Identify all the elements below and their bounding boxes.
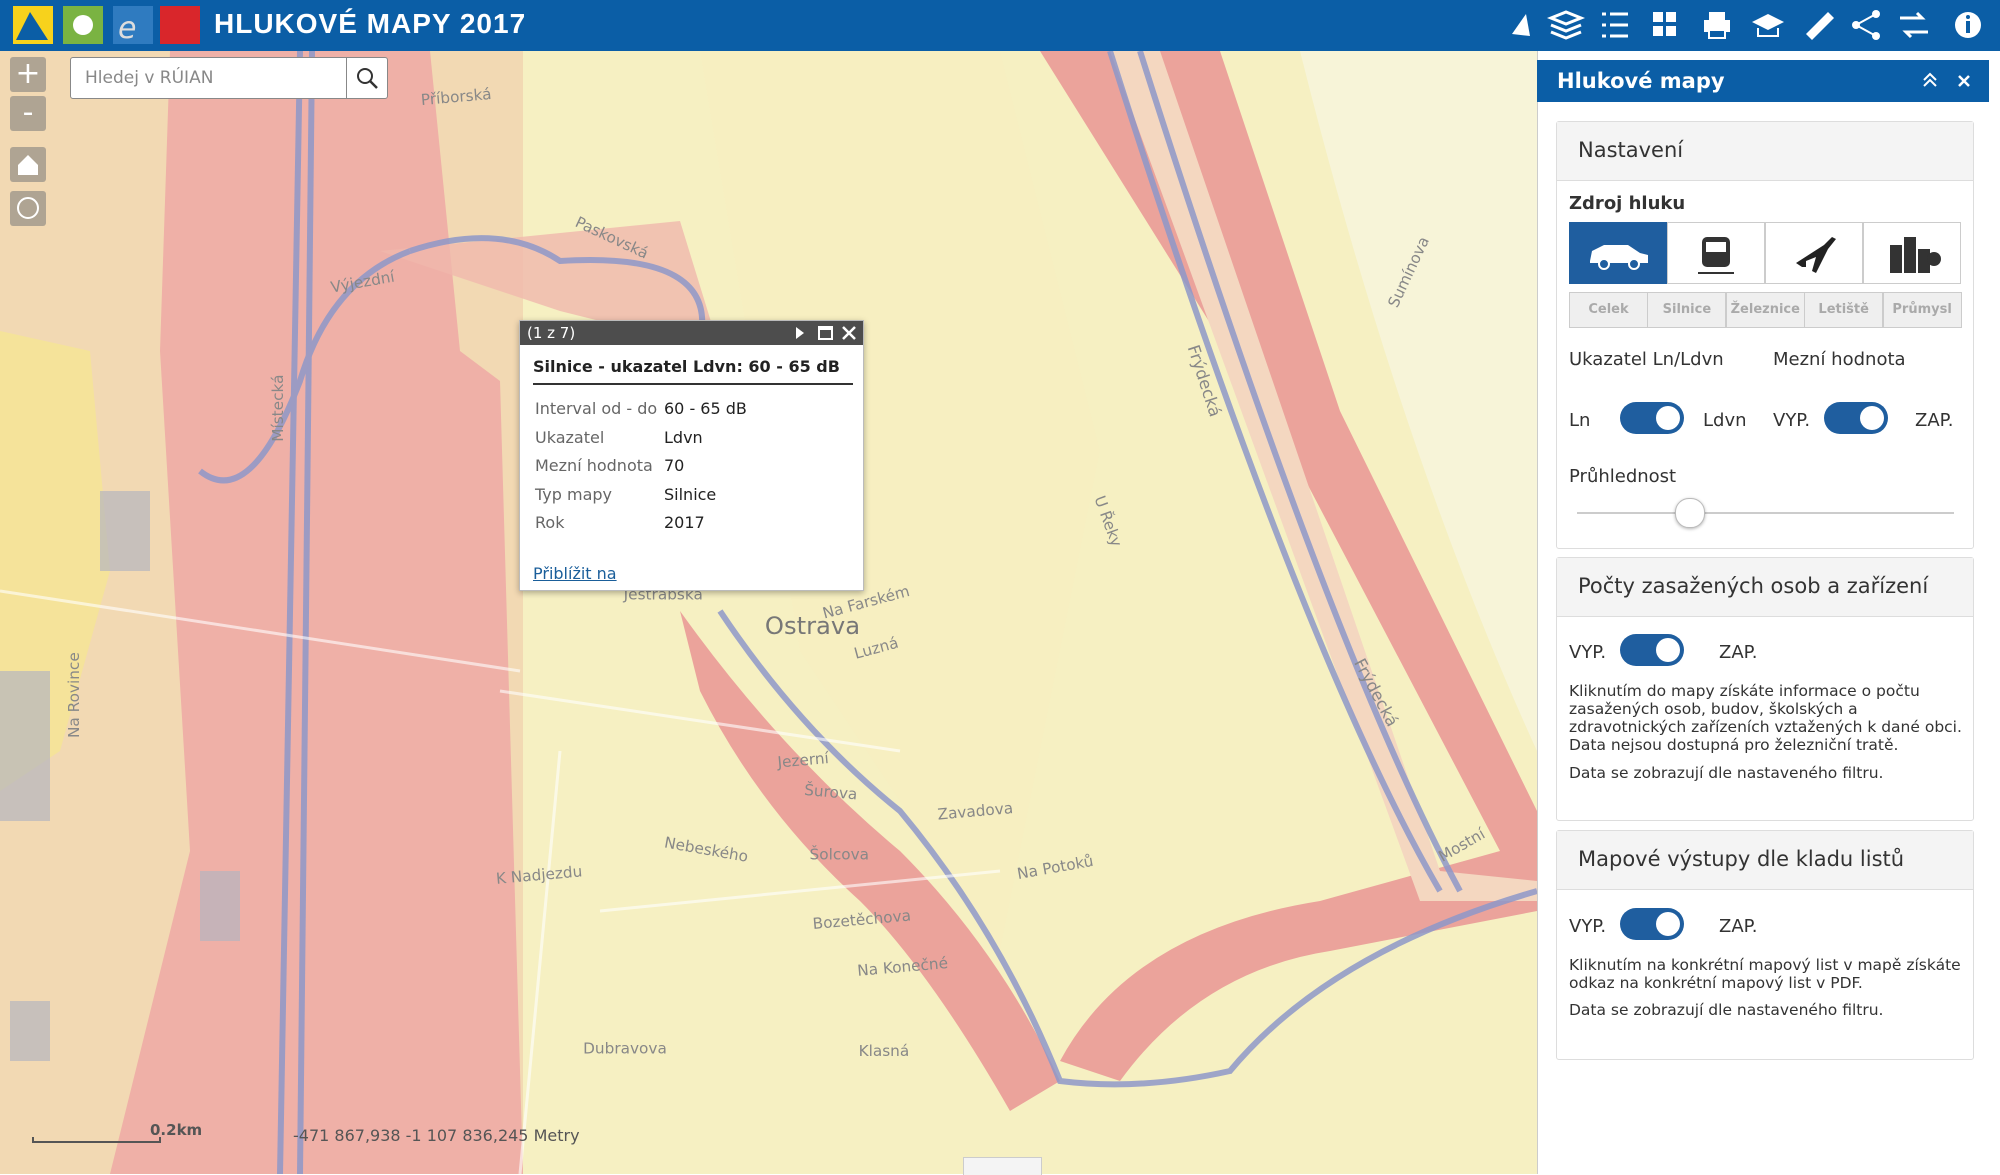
zoom-in[interactable]: +	[10, 57, 46, 92]
source-tab[interactable]: Letiště	[1804, 292, 1884, 328]
section-header: Mapové výstupy dle kladu listů	[1557, 831, 1973, 890]
source-tab[interactable]: Silnice	[1647, 292, 1727, 328]
row-label: Rok	[535, 513, 565, 532]
scale-bar	[32, 1137, 161, 1143]
popup-title: Silnice - ukazatel Ldvn: 60 - 65 dB	[533, 357, 840, 376]
zoom-link[interactable]: Přiblížit na	[533, 564, 617, 583]
bottom-toggle[interactable]	[963, 1157, 1042, 1175]
search-placeholder: Hledej v RÚIAN	[85, 68, 214, 88]
row-value: Silnice	[664, 484, 717, 504]
panel-title: Hlukové mapy	[1557, 69, 1725, 93]
threshold-toggle[interactable]	[1824, 402, 1888, 434]
row-value: Ldvn	[664, 427, 703, 447]
map-label: Ostrava	[765, 612, 860, 640]
affected-text: Kliknutím do mapy získáte informace o po…	[1569, 682, 1962, 754]
source-industry[interactable]	[1863, 222, 1961, 284]
section-title: Počty zasažených osob a zařízení	[1578, 574, 1929, 598]
row-value: 70	[664, 456, 685, 475]
row-value: 60 - 65 dB	[664, 399, 747, 418]
sheets-note: Data se zobrazují dle nastaveného filtru…	[1569, 1001, 1884, 1019]
map-label: Dubravova	[583, 1040, 667, 1058]
section-header: Nastavení	[1557, 122, 1973, 181]
panel-controls[interactable]	[1919, 68, 1989, 94]
sheets-text: Kliknutím na konkrétní mapový list v map…	[1569, 956, 1961, 992]
map-label: Šolcova	[810, 845, 870, 864]
popup-controls[interactable]	[790, 321, 863, 345]
section-title: Nastavení	[1578, 138, 1684, 162]
row-label: Mezní hodnota	[535, 456, 653, 475]
off-label: VYP.	[1569, 916, 1607, 937]
threshold-label: Mezní hodnota	[1773, 349, 1906, 370]
popup-counter: (1 z 7)	[527, 324, 576, 342]
map-label: Jezerní	[776, 749, 830, 772]
home-button[interactable]	[10, 147, 46, 182]
affected-toggle[interactable]	[1620, 634, 1684, 666]
svg-text:e: e	[118, 11, 136, 46]
off-label: VYP.	[1569, 642, 1607, 663]
source-tab[interactable]: Celek	[1569, 292, 1648, 328]
popup-bar: (1 z 7)	[520, 321, 863, 345]
row-label: Interval od - do	[535, 399, 658, 418]
affected-section: Počty zasažených osob a zařízení	[1556, 557, 1974, 821]
source-airport[interactable]	[1765, 222, 1863, 284]
map-label: Klasná	[859, 1042, 910, 1060]
on-label: ZAP.	[1719, 642, 1758, 663]
ln-label: Ln	[1569, 410, 1591, 431]
row-label: Typ mapy	[535, 484, 613, 504]
on-label: ZAP.	[1915, 410, 1954, 431]
popup: (1 z 7) Silnice - ukazatel Ldvn: 60 - 65…	[519, 320, 864, 591]
slider-thumb[interactable]	[1675, 498, 1705, 528]
zoom-out[interactable]: -	[10, 96, 46, 131]
section-title: Mapové výstupy dle kladu listů	[1578, 847, 1905, 871]
logos: e	[13, 6, 200, 46]
map-label: Šurova	[804, 780, 859, 804]
map-label: Místecká	[269, 375, 287, 442]
row-label: Ukazatel	[535, 427, 605, 447]
source-tab[interactable]: Železnice	[1725, 292, 1805, 328]
header: e HLUKOVÉ MAPY 2017	[0, 0, 2000, 51]
source-tab[interactable]: Průmysl	[1882, 292, 1962, 328]
off-label: VYP.	[1773, 410, 1811, 431]
on-label: ZAP.	[1719, 916, 1758, 937]
indicator-label: Ukazatel Ln/Ldvn	[1569, 349, 1724, 370]
settings-section: Nastavení	[1556, 121, 1974, 549]
search-input[interactable]: Hledej v RÚIAN	[70, 57, 348, 99]
indicator-toggle[interactable]	[1620, 402, 1684, 434]
locate-button[interactable]	[10, 191, 46, 226]
search-button[interactable]	[346, 57, 388, 99]
row-value: 2017	[664, 513, 705, 532]
map-label: Na Rovince	[65, 652, 83, 738]
divider	[533, 383, 853, 385]
transparency-label: Průhlednost	[1569, 466, 1677, 487]
ldvn-label: Ldvn	[1703, 410, 1747, 431]
panel-header: Hlukové mapy	[1537, 60, 1989, 102]
source-car[interactable]	[1569, 222, 1667, 284]
app-title: HLUKOVÉ MAPY 2017	[214, 8, 527, 39]
slider-track[interactable]	[1577, 512, 1954, 514]
coordinates: -471 867,938 -1 107 836,245 Metry	[293, 1126, 580, 1145]
scale-label: 0.2km	[150, 1121, 203, 1139]
source-label: Zdroj hluku	[1569, 193, 1686, 214]
source-train[interactable]	[1667, 222, 1765, 284]
map[interactable]: OstravaFrýdeckáFrýdeckáMísteckáPaskovská…	[0, 51, 1537, 1174]
section-header: Počty zasažených osob a zařízení	[1557, 558, 1973, 617]
sheets-toggle[interactable]	[1620, 908, 1684, 940]
sheets-section: Mapové výstupy dle kladu listů	[1556, 830, 1974, 1060]
affected-note: Data se zobrazují dle nastaveného filtru…	[1569, 764, 1884, 782]
toolbar[interactable]	[1490, 0, 2000, 51]
